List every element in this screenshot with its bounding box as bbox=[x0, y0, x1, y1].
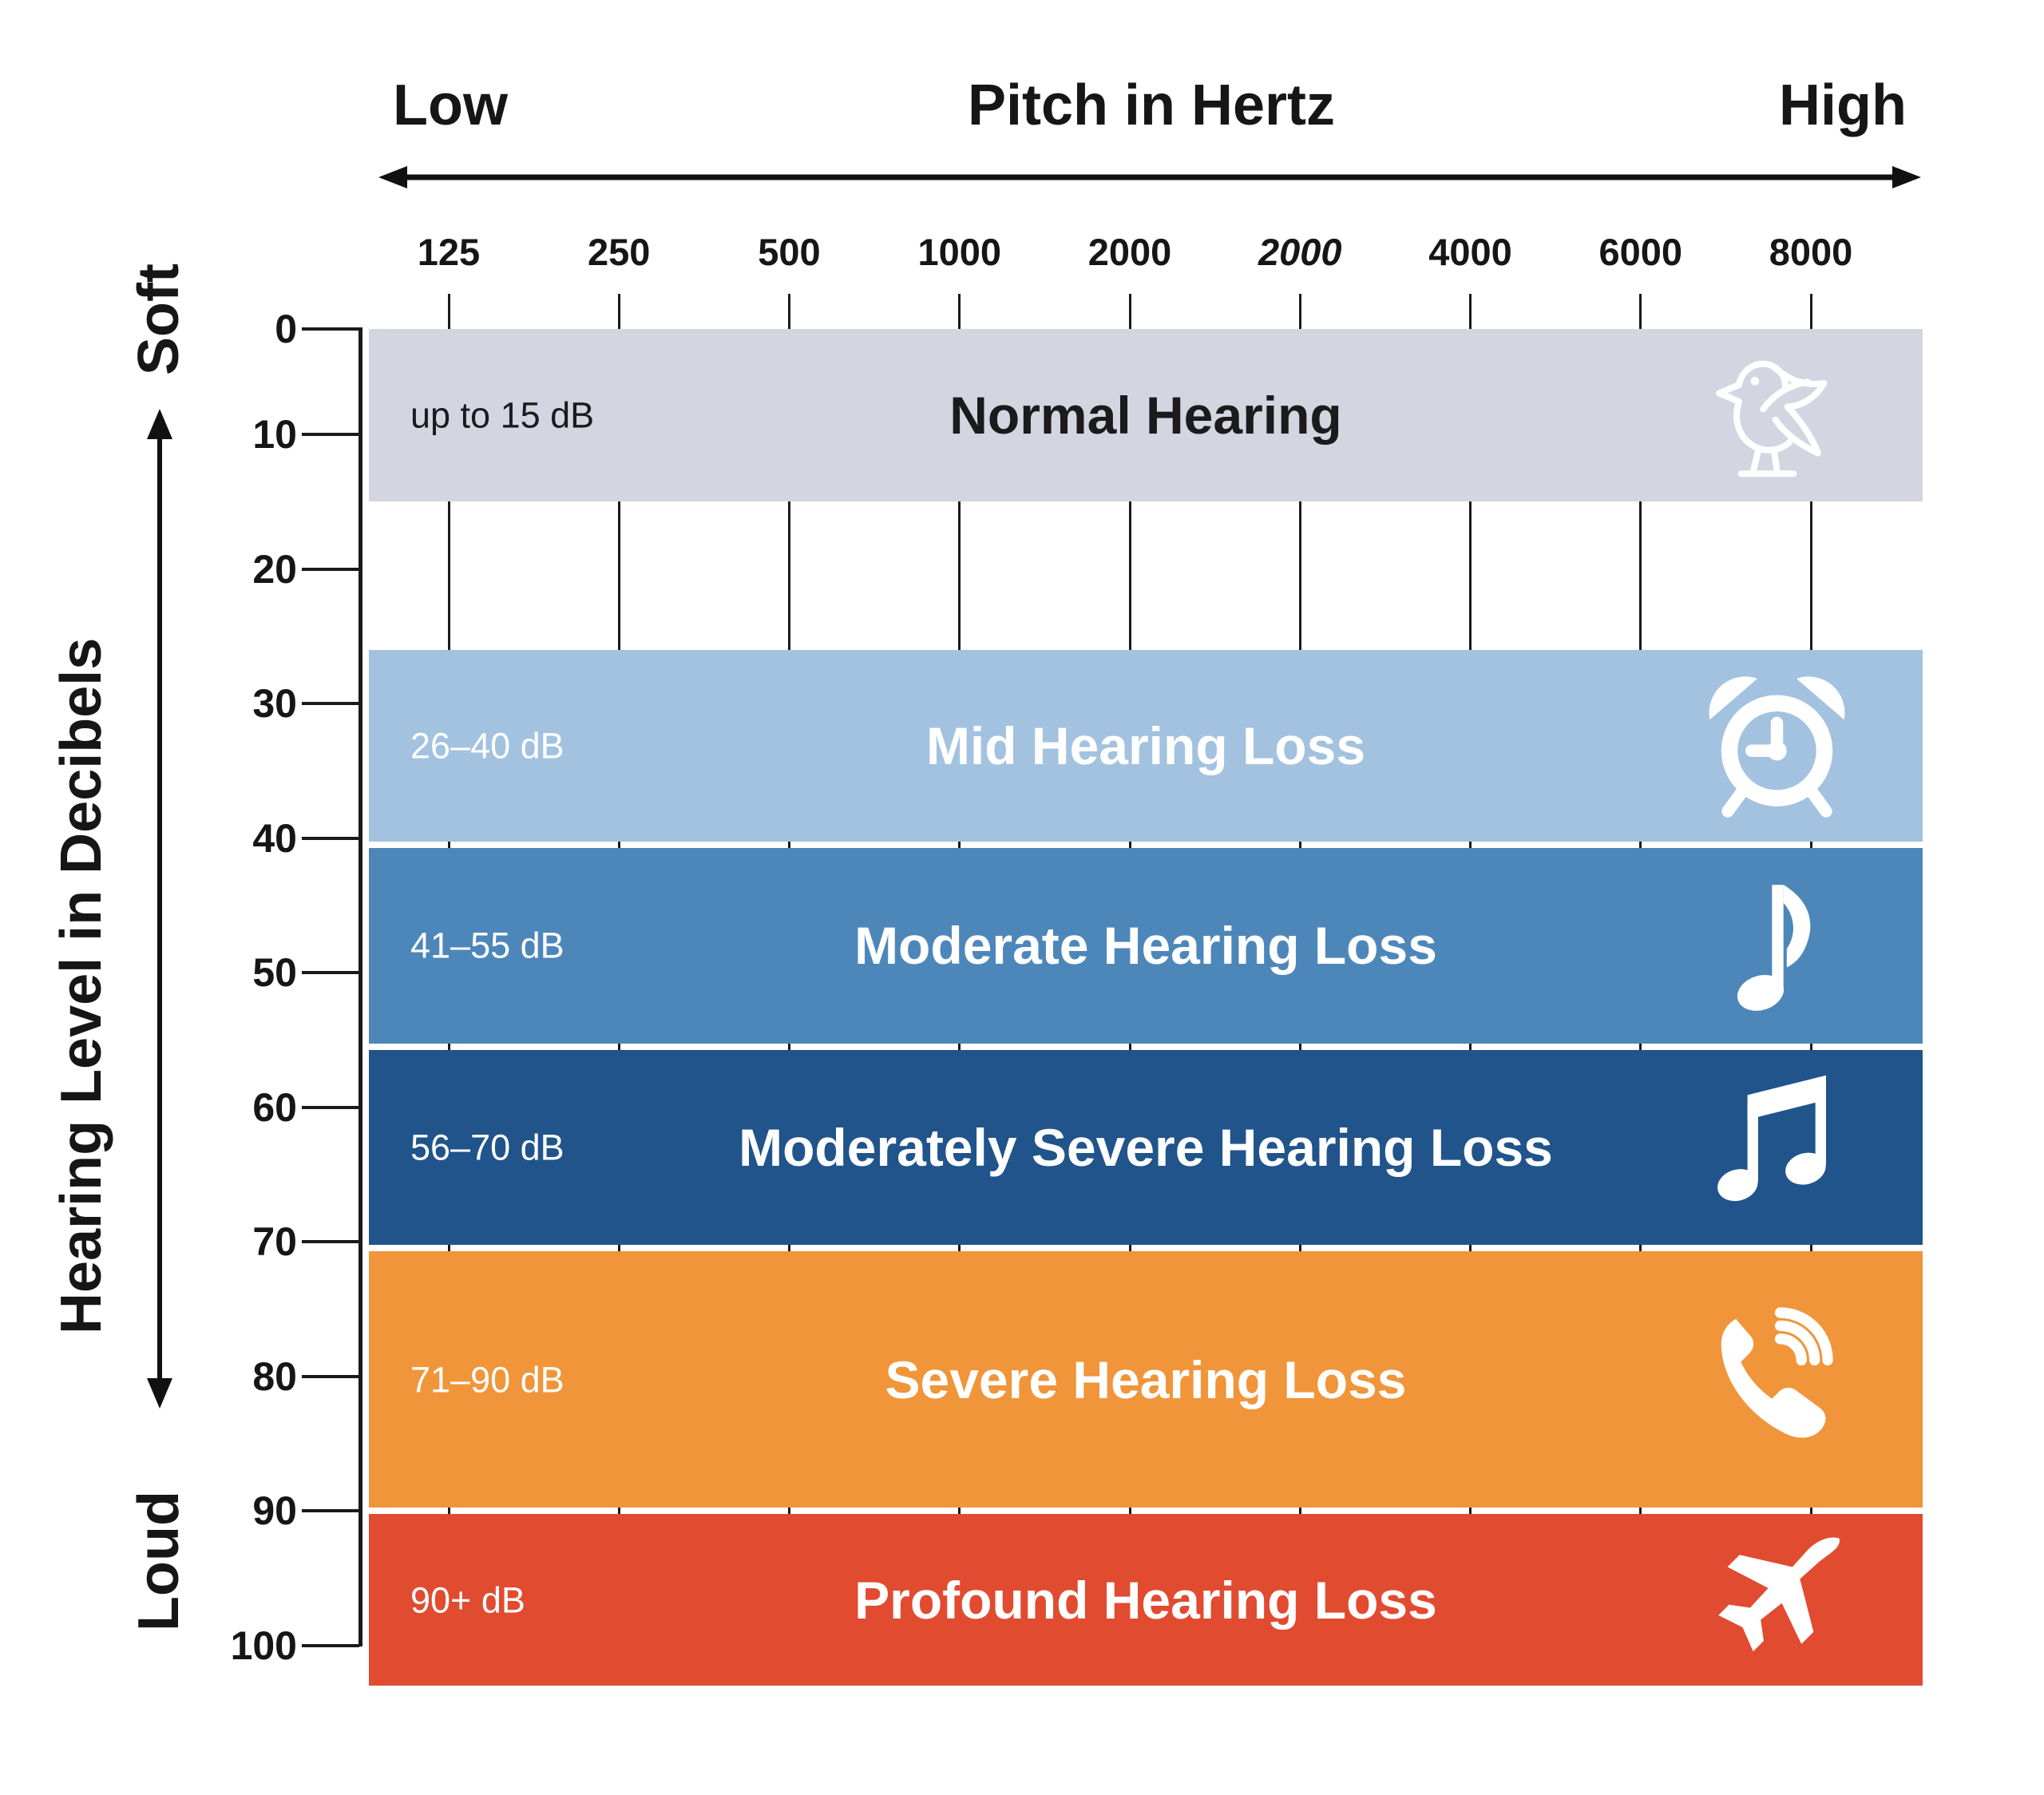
x-tick-label-5: 2000 bbox=[1258, 231, 1342, 273]
y-tick-line-0 bbox=[302, 327, 359, 331]
band-name-label: Severe Hearing Loss bbox=[885, 1349, 1407, 1409]
y-tick-label-70: 70 bbox=[252, 1219, 297, 1264]
y-tick-label-50: 50 bbox=[252, 950, 297, 995]
band-moderately-severe-hearing-loss: 56–70 dB Moderately Severe Hearing Loss bbox=[369, 1049, 1923, 1246]
alarm-clock-icon bbox=[1695, 664, 1859, 827]
x-tick-label-8: 8000 bbox=[1769, 231, 1853, 273]
band-name-label: Moderately Severe Hearing Loss bbox=[739, 1118, 1553, 1178]
y-tick-line-10 bbox=[302, 433, 359, 436]
band-range-label: 71–90 dB bbox=[410, 1359, 564, 1401]
y-tick-label-0: 0 bbox=[275, 307, 297, 351]
y-tick-line-100 bbox=[302, 1643, 359, 1647]
x-tick-label-2: 500 bbox=[758, 231, 821, 273]
y-tick-line-70 bbox=[302, 1240, 359, 1243]
y-tick-label-60: 60 bbox=[252, 1084, 297, 1130]
band-profound-hearing-loss: 90+ dB Profound Hearing Loss bbox=[369, 1514, 1923, 1686]
y-tick-line-20 bbox=[302, 567, 359, 571]
x-tick-label-7: 6000 bbox=[1598, 231, 1683, 273]
y-tick-line-50 bbox=[302, 971, 359, 974]
y-tick-label-20: 20 bbox=[252, 546, 297, 592]
x-tick-label-1: 250 bbox=[588, 231, 651, 273]
y-axis-title: Hearing Level in Decibels bbox=[50, 637, 113, 1335]
band-moderate-hearing-loss: 41–55 dB Moderate Hearing Loss bbox=[369, 847, 1923, 1044]
x-tick-label-6: 4000 bbox=[1428, 231, 1512, 273]
y-tick-label-30: 30 bbox=[252, 681, 297, 726]
y-tick-label-90: 90 bbox=[252, 1488, 297, 1533]
x-axis-low-label: Low bbox=[393, 73, 508, 137]
y-tick-label-100: 100 bbox=[230, 1623, 297, 1668]
band-range-label: up to 15 dB bbox=[410, 394, 595, 436]
band-mid-hearing-loss: 26–40 dB Mid Hearing Loss bbox=[369, 649, 1923, 842]
airplane-icon bbox=[1708, 1524, 1859, 1675]
y-tick-line-90 bbox=[302, 1509, 359, 1512]
y-tick-label-10: 10 bbox=[252, 412, 297, 457]
y-axis-line bbox=[358, 327, 362, 1646]
band-range-label: 26–40 dB bbox=[410, 725, 564, 767]
double-music-note-icon bbox=[1695, 1066, 1859, 1230]
x-tick-label-4: 2000 bbox=[1087, 231, 1172, 273]
band-range-label: 90+ dB bbox=[410, 1579, 525, 1621]
band-range-label: 56–70 dB bbox=[410, 1127, 564, 1168]
x-axis-high-label: High bbox=[1779, 73, 1907, 137]
x-axis-title: Pitch in Hertz bbox=[967, 73, 1336, 137]
pitch-axis-arrow-icon bbox=[378, 166, 1921, 188]
x-tick-label-3: 1000 bbox=[917, 231, 1002, 273]
band-range-label: 41–55 dB bbox=[410, 925, 564, 966]
bird-icon bbox=[1707, 339, 1859, 491]
band-normal-hearing: up to 15 dB Normal Hearing bbox=[369, 329, 1923, 502]
y-tick-label-80: 80 bbox=[252, 1353, 297, 1399]
music-note-icon bbox=[1695, 864, 1859, 1028]
y-tick-line-40 bbox=[302, 836, 359, 840]
y-tick-line-80 bbox=[302, 1374, 359, 1378]
band-name-label: Moderate Hearing Loss bbox=[854, 916, 1437, 976]
band-severe-hearing-loss: 71–90 dB Severe Hearing Loss bbox=[369, 1251, 1923, 1508]
y-tick-line-60 bbox=[302, 1105, 359, 1109]
phone-ringing-icon bbox=[1695, 1298, 1859, 1461]
y-tick-line-30 bbox=[302, 702, 359, 705]
band-name-label: Mid Hearing Loss bbox=[925, 715, 1366, 775]
band-name-label: Normal Hearing bbox=[949, 386, 1342, 446]
band-name-label: Profound Hearing Loss bbox=[854, 1570, 1437, 1630]
x-tick-label-0: 125 bbox=[417, 231, 481, 273]
loudness-axis-arrow-icon bbox=[147, 409, 172, 1409]
y-tick-label-40: 40 bbox=[252, 815, 297, 861]
